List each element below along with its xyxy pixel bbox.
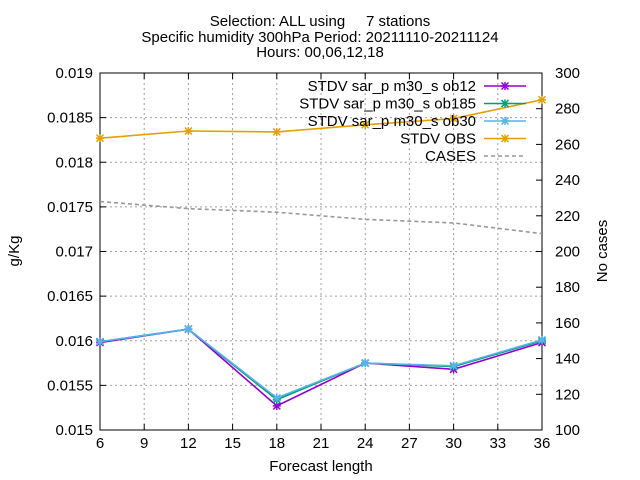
y2-tick-label: 100 — [555, 422, 580, 439]
legend-label: STDV sar_p m30_s ob12 — [308, 78, 476, 95]
y2-tick-label: 180 — [555, 279, 580, 296]
data-point — [500, 116, 510, 126]
data-point — [95, 134, 105, 143]
y-tick-label: 0.018 — [55, 154, 93, 171]
legend-entry-5: CASES — [425, 148, 526, 165]
series-line — [99, 98, 543, 139]
series-line — [99, 200, 543, 235]
y-tick-label: 0.017 — [55, 244, 93, 261]
y-tick-label: 0.0165 — [47, 288, 93, 305]
y-tick-label: 0.0155 — [47, 377, 93, 394]
data-point — [537, 95, 547, 104]
data-point — [449, 114, 458, 123]
y2-tick-label: 260 — [555, 136, 580, 153]
x-tick-label: 27 — [401, 435, 418, 452]
axis-ticks: 6 9 12 15 18 21 24 27 30 33 36 0.015 0.0155 0.016 0.01… — [47, 65, 580, 452]
chart-title: Selection: ALL using 7 stations Specific… — [141, 13, 498, 61]
y2-axis-label: No cases — [594, 220, 611, 283]
gridlines — [100, 73, 542, 430]
x-tick-label: 21 — [313, 435, 330, 452]
y2-tick-label: 240 — [555, 172, 580, 189]
legend-entry-2: STDV sar_p m30_s ob185 — [299, 96, 526, 113]
x-tick-label: 36 — [534, 435, 551, 452]
x-tick-label: 24 — [357, 435, 374, 452]
legend-entry-3: STDV sar_p m30_s ob30 — [308, 113, 526, 130]
y2-tick-label: 200 — [555, 244, 580, 261]
series-4 — [95, 95, 547, 143]
title-line-3: Hours: 00,06,12,18 — [256, 44, 384, 61]
legend-entry-1: STDV sar_p m30_s ob12 — [308, 78, 526, 95]
data-point — [500, 81, 510, 91]
series-line — [99, 328, 543, 399]
series-1 — [95, 325, 547, 410]
legend-label: STDV sar_p m30_s ob30 — [308, 113, 476, 130]
data-point — [361, 120, 370, 129]
data-point — [449, 361, 458, 370]
series-3 — [95, 325, 547, 402]
title-line-1: Selection: ALL using 7 stations — [210, 13, 430, 30]
legend-label: STDV sar_p m30_s ob185 — [299, 96, 476, 113]
legend-label: STDV OBS — [400, 131, 476, 148]
y2-tick-label: 300 — [555, 65, 580, 82]
y-tick-label: 0.015 — [55, 422, 93, 439]
data-point — [184, 126, 193, 136]
x-tick-label: 12 — [180, 435, 197, 452]
data-point — [500, 134, 510, 143]
y2-tick-label: 140 — [555, 351, 580, 368]
series-5 — [99, 200, 543, 235]
data-point — [272, 393, 281, 402]
x-tick-label: 33 — [489, 435, 506, 452]
x-tick-label: 6 — [96, 435, 104, 452]
y-axis-label: g/Kg — [6, 236, 23, 267]
data-point — [537, 335, 547, 344]
data-point — [95, 337, 105, 346]
x-axis-label: Forecast length — [269, 458, 372, 475]
y-tick-label: 0.019 — [55, 65, 93, 82]
legend-entry-4: STDV OBS — [400, 131, 526, 148]
data-point — [272, 127, 281, 136]
y2-tick-label: 220 — [555, 208, 580, 225]
y2-tick-label: 280 — [555, 101, 580, 118]
data-point — [361, 359, 370, 368]
x-tick-label: 30 — [445, 435, 462, 452]
legend-label: CASES — [425, 148, 476, 165]
x-tick-label: 18 — [268, 435, 285, 452]
y2-tick-label: 120 — [555, 386, 580, 403]
y2-tick-label: 160 — [555, 315, 580, 332]
y-tick-label: 0.016 — [55, 333, 93, 350]
y-tick-label: 0.0175 — [47, 199, 93, 216]
x-tick-label: 9 — [140, 435, 148, 452]
data-point — [500, 99, 510, 108]
title-line-2: Specific humidity 300hPa Period: 2021111… — [141, 29, 498, 46]
series-layer — [95, 95, 547, 410]
y-tick-label: 0.0185 — [47, 110, 93, 127]
data-point — [184, 325, 193, 334]
x-tick-label: 15 — [224, 435, 241, 452]
